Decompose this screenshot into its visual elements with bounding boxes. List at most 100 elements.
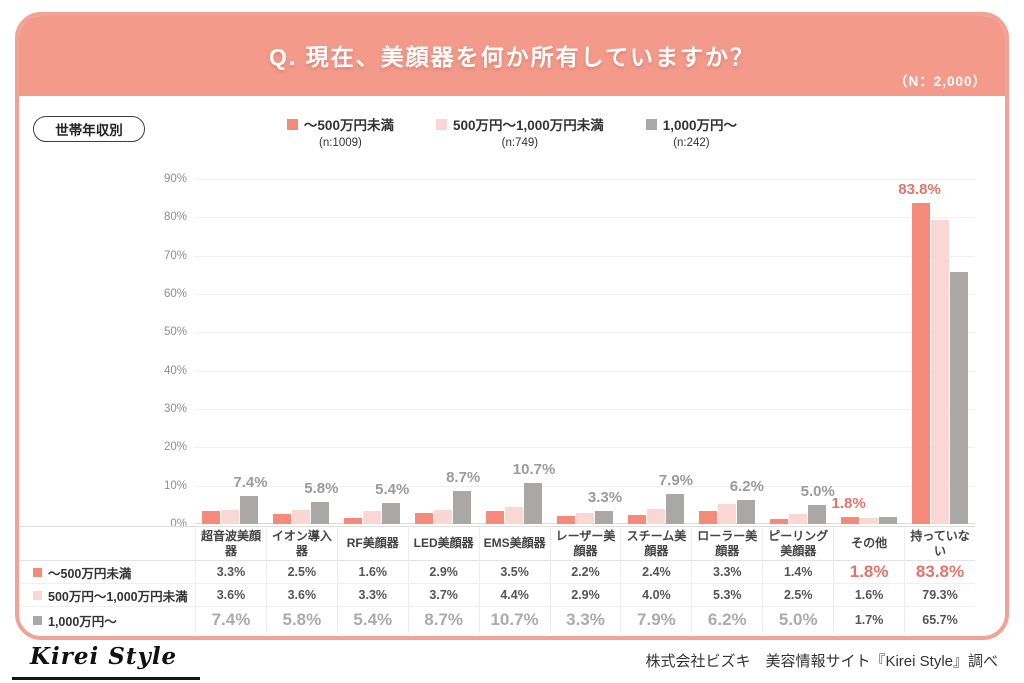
- legend-item: ～500万円未満 (n:1009): [286, 114, 394, 149]
- bar-group: [479, 482, 550, 524]
- table-category-header: ピーリング美顔器: [762, 527, 834, 561]
- bar: [769, 518, 788, 524]
- table-value-cell: 2.2%: [549, 561, 621, 584]
- bar: [556, 515, 575, 524]
- bar-value-label: 7.9%: [658, 471, 694, 489]
- bar: [627, 514, 646, 524]
- sample-size: （N：2,000）: [893, 74, 987, 89]
- bar: [273, 514, 292, 524]
- table-value-cell: 4.4%: [478, 584, 550, 607]
- gridline: [195, 179, 975, 180]
- table-category-header: 超音波美顔器: [195, 527, 266, 561]
- legend-item: 500万円～1,000万円未満 (n:749): [435, 114, 604, 149]
- legend-label: 500万円～1,000万円未満: [452, 118, 604, 133]
- bar-chart: 0% 10% 20% 30% 40% 50% 60% 70% 80% 90% 7.4% 5.8% 5.4…: [164, 173, 975, 530]
- bar: [840, 517, 859, 524]
- table-value-cell: 1.6%: [833, 584, 905, 607]
- survey-card: Q. 現在、美顔器を何か所有していますか？ （N：2,000） 世帯年収別 ～5…: [15, 12, 1009, 640]
- table-value-cell: 10.7%: [478, 607, 550, 633]
- bar: [911, 202, 930, 524]
- table-value-cell: 1.8%: [833, 561, 905, 584]
- brand-logo: Kirei Style: [30, 643, 178, 670]
- legend-entry: 500万円～1,000万円未満: [435, 114, 604, 134]
- bar: [486, 510, 505, 524]
- source-credit: 株式会社ビズキ 美容情報サイト『Kirei Style』調べ: [645, 653, 998, 670]
- gridline: [195, 217, 975, 219]
- table-category-header: ローラー美顔器: [691, 527, 763, 561]
- legend-count: (n:242): [673, 137, 710, 149]
- table-value-cell: 3.3%: [195, 561, 266, 584]
- table-category-header: LED美顔器: [407, 527, 479, 561]
- table-value-cell: 7.9%: [620, 607, 691, 633]
- table-value-cell: 2.4%: [620, 561, 692, 584]
- table-row-label: 1,000万円～: [48, 614, 117, 629]
- page-title: Q. 現在、美顔器を何か所有していますか？: [269, 44, 755, 70]
- bar: [594, 511, 613, 524]
- segment-badge: 世帯年収別: [33, 116, 145, 142]
- bar: [575, 512, 594, 524]
- table-row-header: 500万円～1,000万円未満: [19, 584, 195, 607]
- bar: [665, 493, 684, 524]
- table-value-cell: 3.3%: [336, 584, 408, 607]
- bar: [524, 482, 543, 524]
- table-row-header: 1,000万円～: [19, 607, 195, 633]
- y-axis-tick: 20%: [163, 441, 187, 454]
- legend-entry: ～500万円未満: [286, 114, 394, 134]
- legend-count: (n:1009): [319, 137, 362, 149]
- legend-label: 1,000万円～: [662, 118, 738, 133]
- table-value-cell: 2.9%: [407, 561, 479, 584]
- table-value-cell: 2.9%: [549, 584, 621, 607]
- bar-value-label: 6.2%: [729, 478, 764, 496]
- bar-group: [195, 495, 266, 524]
- bar-group: [620, 493, 691, 524]
- table-row-header: ～500万円未満: [19, 561, 195, 584]
- card-body: 世帯年収別 ～500万円未満 (n:1009) 500万円～1,000万円未満 (n:…: [19, 96, 1005, 636]
- gridline: [195, 332, 975, 334]
- table-value-cell: 1.6%: [336, 561, 408, 584]
- table-value-cell: 3.5%: [478, 561, 550, 584]
- bar-value-label: 10.7%: [512, 460, 556, 478]
- header-band: Q. 現在、美顔器を何か所有していますか？ （N：2,000）: [19, 16, 1005, 96]
- table-value-cell: 83.8%: [904, 561, 975, 584]
- bar-group: [762, 504, 833, 524]
- bar-group: [408, 490, 479, 524]
- table-category-header: RF美顔器: [336, 527, 408, 561]
- segment-badge-label: 世帯年収別: [55, 123, 123, 138]
- bar-value-label: 83.8%: [898, 180, 941, 198]
- y-axis-tick: 0%: [170, 518, 187, 530]
- table-value-cell: 3.3%: [549, 607, 621, 633]
- bar: [292, 510, 311, 524]
- legend-item: 1,000万円～ (n:242): [645, 114, 738, 149]
- table-row-label: ～500万円未満: [48, 566, 132, 581]
- legend-swatch: [33, 615, 42, 625]
- brand-logo-underline: [12, 677, 200, 680]
- bar: [415, 512, 434, 524]
- legend-entry: 1,000万円～: [645, 114, 738, 134]
- bar: [240, 495, 259, 524]
- bar-value-label: 7.4%: [233, 473, 268, 491]
- table-value-cell: 3.3%: [691, 561, 763, 584]
- bar: [221, 510, 240, 524]
- bar-group: [266, 501, 337, 524]
- bar-group: [550, 511, 621, 524]
- y-axis-tick: 30%: [163, 403, 187, 415]
- bar: [736, 500, 755, 524]
- bar: [859, 517, 878, 524]
- bar: [434, 509, 453, 524]
- gridline: [195, 294, 975, 295]
- table-value-cell: 79.3%: [904, 584, 975, 607]
- bar-value-label: 1.8%: [831, 495, 866, 513]
- legend-swatch: [645, 118, 657, 130]
- y-axis-tick: 70%: [163, 249, 187, 262]
- table-value-cell: 3.6%: [265, 584, 337, 607]
- bar-value-label: 5.4%: [375, 481, 410, 499]
- gridline: [195, 370, 975, 372]
- legend-count: (n:749): [501, 137, 539, 149]
- table-value-cell: 65.7%: [904, 607, 975, 633]
- bar-value-label: 8.7%: [446, 468, 481, 486]
- legend: ～500万円未満 (n:1009) 500万円～1,000万円未満 (n:749) 1,…: [19, 114, 1005, 149]
- bar-group: [833, 517, 904, 524]
- table-row-label: 500万円～1,000万円未満: [48, 589, 188, 604]
- bar-group: [691, 500, 762, 524]
- bar: [202, 511, 221, 524]
